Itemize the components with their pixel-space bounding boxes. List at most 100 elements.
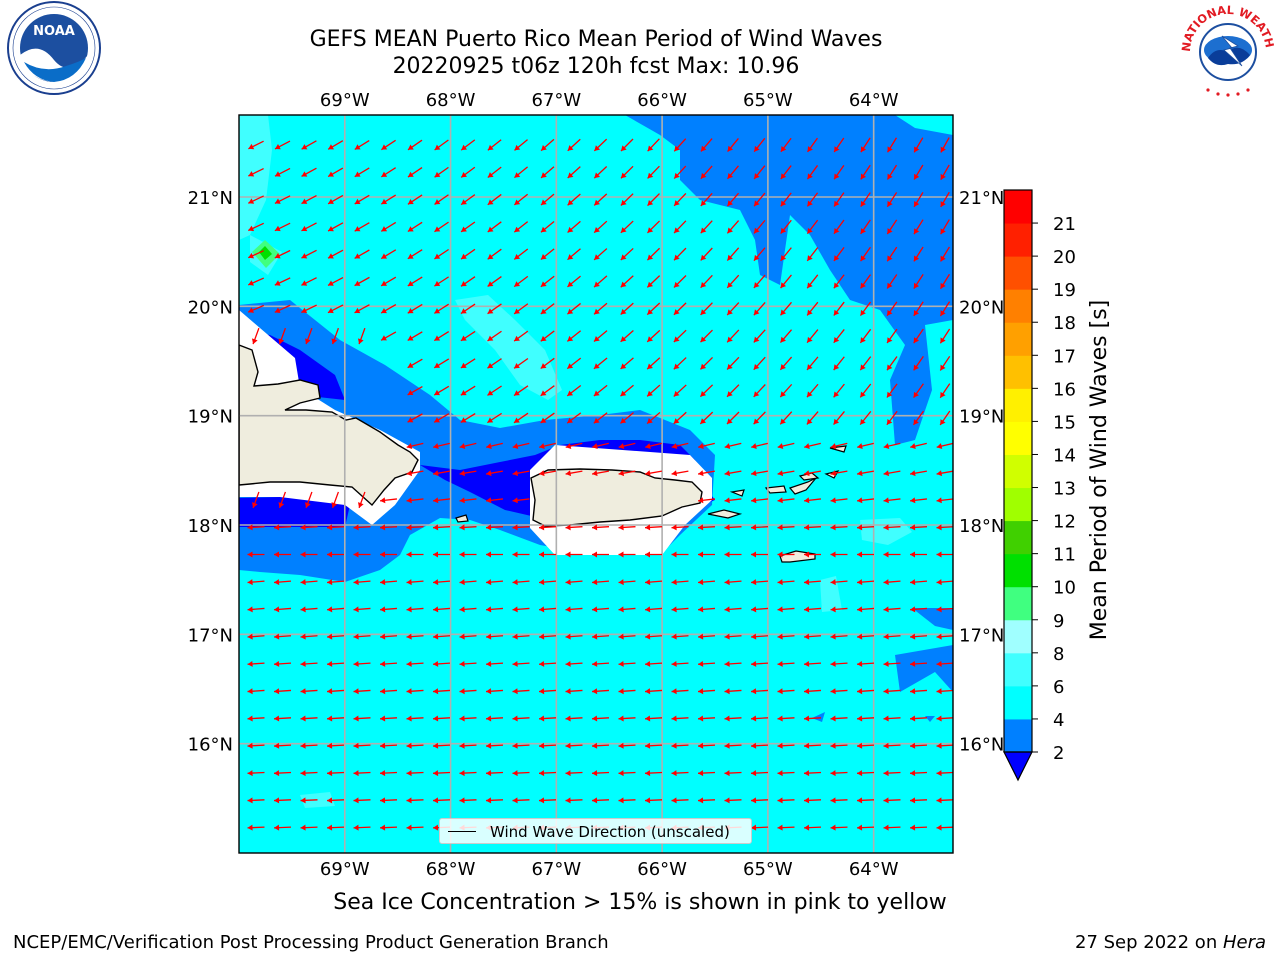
wave-direction-arrow (620, 302, 634, 315)
wave-direction-arrow (833, 219, 845, 235)
wave-direction-arrow (514, 139, 528, 151)
wave-direction-arrow (750, 497, 769, 504)
wave-direction-arrow (513, 412, 529, 424)
wave-direction-arrow (407, 249, 423, 260)
wave-direction-arrow (300, 742, 318, 749)
land-puerto-rico (530, 468, 703, 527)
wave-direction-arrow (512, 715, 530, 722)
wave-direction-arrow (777, 524, 795, 531)
wave-direction-arrow (909, 633, 928, 640)
wave-direction-arrow (833, 383, 845, 398)
wave-direction-arrow (407, 139, 423, 151)
lon-label-bottom: 64°W (849, 859, 899, 880)
wave-direction-arrow (593, 166, 608, 179)
wave-direction-arrow (459, 660, 477, 667)
wave-direction-arrow (726, 356, 740, 370)
lon-label-top: 67°W (531, 90, 581, 111)
wave-direction-arrow (620, 220, 634, 234)
wave-direction-arrow (300, 715, 318, 722)
wave-direction-arrow (753, 247, 766, 262)
wave-direction-arrow (780, 165, 792, 180)
wave-direction-arrow (779, 411, 793, 425)
wave-direction-arrow (830, 524, 848, 531)
wave-direction-arrow (936, 660, 953, 667)
wave-direction-arrow (247, 770, 265, 777)
wave-direction-arrow (459, 551, 477, 558)
wave-direction-arrow (777, 797, 795, 804)
wave-direction-arrow (697, 524, 716, 531)
wave-direction-arrow (936, 688, 953, 695)
wave-direction-arrow (331, 491, 340, 509)
wave-direction-arrow (671, 606, 689, 613)
wave-direction-arrow (300, 660, 318, 667)
wave-direction-arrow (807, 137, 818, 153)
map-subtitle: 20220925 t06z 120h fcst Max: 10.96 (392, 54, 800, 79)
wave-direction-arrow (247, 551, 265, 558)
wave-direction-arrow (936, 579, 953, 586)
wave-direction-arrow (460, 248, 476, 260)
wave-direction-arrow (485, 660, 504, 667)
wave-direction-arrow (327, 276, 344, 287)
wave-direction-arrow (886, 164, 898, 180)
wave-direction-arrow (724, 770, 742, 777)
wave-direction-arrow (618, 551, 636, 558)
wave-direction-arrow (591, 770, 610, 777)
wave-direction-arrow (434, 166, 449, 178)
wave-direction-arrow (806, 383, 819, 398)
wave-direction-arrow (539, 470, 556, 477)
wave-direction-arrow (886, 246, 898, 262)
wave-direction-arrow (697, 606, 716, 613)
wave-direction-arrow (909, 742, 928, 749)
wave-direction-arrow (353, 824, 371, 831)
wave-direction-arrow (591, 606, 610, 613)
wave-direction-arrow (301, 304, 317, 314)
wave-direction-arrow (803, 660, 822, 667)
wave-direction-arrow (856, 551, 875, 558)
wave-direction-arrow (939, 328, 951, 344)
wave-direction-arrow (247, 688, 265, 695)
wave-direction-arrow (618, 688, 636, 695)
wave-direction-arrow (248, 167, 264, 177)
wave-direction-arrow (379, 797, 398, 804)
wave-direction-arrow (247, 250, 265, 259)
wave-direction-arrow (671, 688, 689, 695)
wave-direction-arrow (301, 195, 317, 205)
wave-direction-arrow (406, 824, 424, 831)
wave-direction-arrow (856, 606, 875, 613)
wave-direction-arrow (248, 222, 264, 232)
wave-direction-arrow (644, 715, 663, 722)
colorbar-segment (1004, 421, 1032, 455)
wave-direction-arrow (620, 165, 634, 179)
legend-line-sample (448, 831, 476, 832)
wave-direction-arrow (353, 660, 371, 667)
wave-direction-arrow (697, 797, 716, 804)
wave-direction-arrow (274, 249, 291, 259)
wave-direction-arrow (512, 470, 530, 477)
wave-direction-arrow (753, 165, 766, 180)
colorbar-segment (1004, 718, 1032, 753)
wave-direction-arrow (380, 276, 397, 287)
wave-direction-arrow (724, 524, 742, 531)
wave-direction-arrow (644, 551, 663, 558)
wave-direction-arrow (540, 138, 555, 152)
wave-direction-arrow (274, 277, 291, 286)
wave-direction-arrow (673, 275, 687, 288)
footer-credit: NCEP/EMC/Verification Post Processing Pr… (13, 932, 609, 953)
wave-direction-arrow (909, 688, 928, 695)
wave-direction-arrow (459, 742, 477, 749)
wave-direction-arrow (379, 551, 398, 558)
wave-direction-arrow (750, 633, 769, 640)
wave-direction-arrow (724, 442, 742, 450)
wave-direction-arrow (379, 715, 398, 722)
wave-direction-arrow (460, 385, 476, 396)
wave-direction-arrow (247, 579, 265, 586)
wave-direction-arrow (803, 688, 822, 695)
colorbar-tick-label: 21 (1053, 214, 1076, 235)
colorbar-tick-label: 18 (1053, 313, 1076, 334)
wave-direction-arrow (512, 770, 530, 777)
wave-direction-arrow (432, 579, 451, 586)
wave-direction-arrow (278, 491, 287, 509)
wave-direction-arrow (379, 770, 398, 777)
wave-direction-arrow (273, 742, 292, 749)
wave-direction-arrow (538, 524, 557, 531)
